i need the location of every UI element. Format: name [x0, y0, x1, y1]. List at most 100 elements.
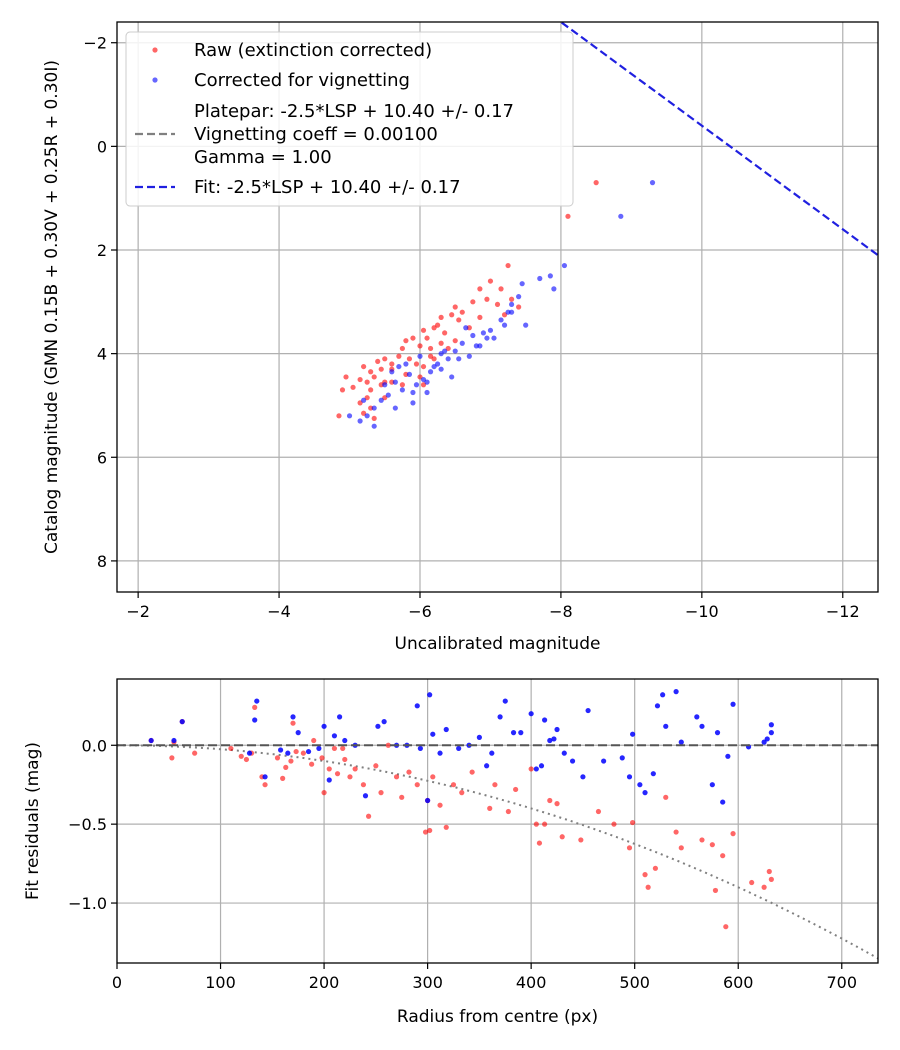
raw-point [382, 356, 388, 362]
raw-residual-point [645, 884, 651, 890]
x-tick-label: 400 [516, 973, 547, 992]
corrected-residual-point [326, 777, 332, 783]
raw-point [593, 180, 599, 186]
corrected-point [438, 366, 444, 372]
raw-residual-point [533, 821, 539, 827]
y-tick-label: 0 [97, 137, 107, 156]
corrected-point [463, 325, 469, 331]
corrected-point [403, 361, 409, 367]
raw-point [399, 382, 405, 388]
raw-residual-point [761, 884, 767, 890]
corrected-residual-point [630, 731, 636, 737]
legend-platepar-label: Platepar: -2.5*LSP + 10.40 +/- 0.17 [194, 101, 514, 122]
top-scatter-plot: −2 −4 −6 −8 −10 −12 −2 0 2 4 6 8 Uncalibrated magnit… [42, 21, 879, 654]
corrected-residual-point [342, 737, 348, 744]
raw-point [375, 358, 381, 365]
raw-residual-point [723, 924, 729, 930]
raw-residual-point [252, 704, 258, 711]
raw-residual-point [430, 774, 436, 780]
y-tick-label: 4 [97, 345, 107, 364]
corrected-point [449, 374, 455, 380]
raw-residual-point [347, 774, 353, 780]
corrected-residual-point [720, 799, 726, 805]
raw-point [389, 361, 395, 367]
raw-point [424, 335, 430, 341]
raw-point [371, 415, 377, 422]
raw-residual-point [228, 745, 234, 752]
raw-residual-point [595, 808, 602, 815]
corrected-residual-point [637, 782, 643, 788]
corrected-residual-point [510, 730, 517, 736]
corrected-point [413, 382, 420, 388]
y-axis-label: Catalog magnitude (GMN 0.15B + 0.30V + 0… [42, 60, 62, 554]
raw-residual-point [766, 868, 772, 875]
corrected-residual-point [375, 723, 381, 729]
y-tick-label: −1.0 [68, 894, 107, 913]
y-axis-label: Fit residuals (mag) [23, 742, 43, 900]
raw-residual-point [630, 819, 636, 826]
corrected-point [501, 322, 508, 328]
raw-residual-point [321, 790, 327, 796]
raw-residual-point [331, 745, 338, 752]
y-tick-label: 0.0 [82, 736, 107, 755]
raw-point [498, 286, 504, 292]
raw-point [410, 335, 416, 341]
x-tick-label: 700 [826, 973, 857, 992]
corrected-residual-point [542, 717, 548, 723]
raw-residual-point [578, 837, 584, 843]
corrected-point [561, 262, 568, 269]
raw-point [339, 387, 346, 393]
corrected-point [361, 397, 367, 403]
raw-residual-point [360, 782, 367, 788]
x-tick-label: 0 [112, 973, 122, 992]
raw-residual-point [528, 766, 534, 772]
legend-box [125, 31, 574, 207]
x-tick-label: 300 [412, 973, 443, 992]
legend-corrected-label: Corrected for vignetting [194, 70, 410, 91]
corrected-residual-point [171, 737, 177, 744]
corrected-point [399, 387, 405, 393]
y-tick-label: 8 [97, 552, 107, 571]
axes-frame [116, 21, 879, 593]
corrected-point [649, 180, 656, 186]
x-tick-label: −6 [408, 602, 432, 621]
corrected-residual-point [547, 737, 553, 744]
corrected-residual-point [285, 750, 291, 756]
raw-residual-point [459, 790, 465, 796]
raw-residual-point [542, 821, 548, 827]
raw-residual-point [274, 755, 281, 761]
corrected-residual-point [561, 750, 567, 756]
bottom-residuals-plot: 0 100 200 300 400 500 600 700 −1.0 −0.5 0.0 Radius … [23, 678, 879, 1027]
raw-residual-point [437, 802, 443, 808]
raw-residual-point [352, 766, 358, 772]
corrected-point [438, 351, 444, 357]
corrected-point [466, 353, 472, 359]
raw-residual-point [652, 865, 658, 871]
x-axis-label: Radius from centre (px) [397, 1007, 598, 1027]
legend-platepar-label: Gamma = 1.00 [194, 147, 332, 168]
raw-point [487, 278, 494, 284]
corrected-residual-point [768, 722, 774, 728]
corrected-residual-point [554, 726, 560, 733]
raw-point [361, 363, 367, 370]
x-tick-label: −10 [685, 602, 719, 621]
corrected-residual-point [362, 793, 369, 799]
corrected-residual-point [443, 726, 449, 733]
raw-residual-point [290, 720, 296, 726]
x-tick-label: 600 [723, 973, 754, 992]
corrected-point [424, 389, 430, 396]
corrected-residual-point [518, 730, 524, 736]
corrected-point [547, 273, 553, 279]
corrected-residual-point [730, 701, 736, 707]
corrected-point [417, 353, 423, 359]
raw-point [357, 376, 363, 383]
corrected-residual-point [476, 734, 482, 740]
corrected-point [424, 379, 430, 385]
raw-point [406, 356, 413, 362]
raw-residual-point [611, 821, 617, 827]
raw-residual-point [559, 834, 565, 840]
corrected-residual-point [580, 774, 586, 780]
raw-point [350, 384, 356, 390]
raw-residual-point [342, 756, 348, 763]
